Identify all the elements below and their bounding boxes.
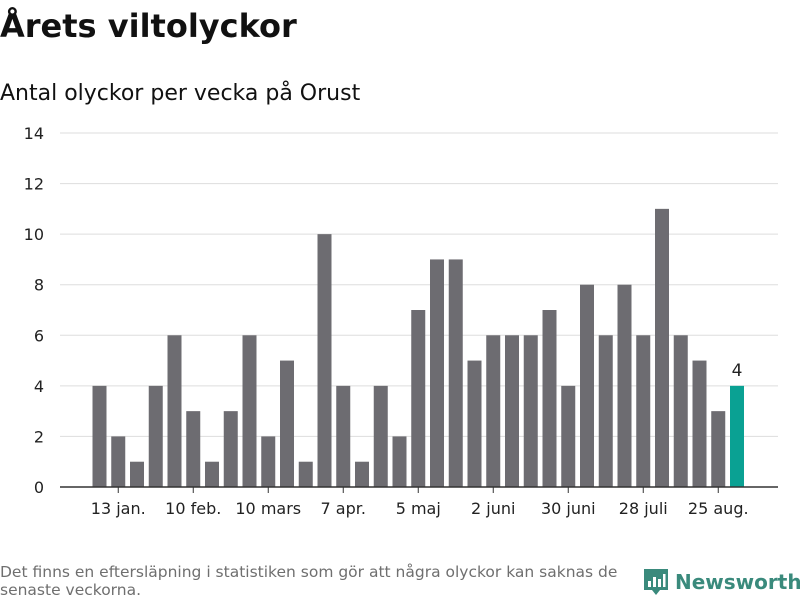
- x-tick-label: 7 apr.: [321, 499, 366, 518]
- bar: [355, 461, 369, 487]
- x-tick-label: 30 juni: [541, 499, 596, 518]
- bar: [317, 234, 332, 487]
- bar: [598, 335, 613, 487]
- highlighted-bar: [730, 385, 744, 487]
- bar: [167, 335, 182, 487]
- bar: [205, 461, 219, 487]
- bar: [655, 208, 669, 487]
- bar: [148, 385, 163, 487]
- brand-name: Newsworthy: [675, 570, 800, 594]
- newsworthy-logo-icon: [644, 569, 668, 595]
- y-tick-label: 4: [34, 377, 44, 396]
- bar: [617, 284, 632, 487]
- bar: [467, 360, 482, 487]
- bar: [242, 335, 257, 487]
- bar: [523, 335, 538, 487]
- bar: [298, 461, 313, 487]
- footnote: Det finns en eftersläpning i statistiken…: [0, 563, 618, 599]
- chart-title: Årets viltolyckor: [0, 7, 297, 45]
- y-tick-label: 8: [34, 276, 44, 295]
- bar: [505, 335, 519, 487]
- x-tick-label: 10 mars: [235, 499, 301, 518]
- bar: [411, 310, 426, 487]
- y-tick-label: 10: [24, 225, 44, 244]
- bar: [673, 335, 688, 487]
- bar: [261, 436, 276, 487]
- bar-chart: 0 2 4 6 8 10 12 14 4 13 jan. 10 feb. 10 mars 7 apr. 5…: [24, 124, 778, 518]
- bar: [280, 360, 294, 487]
- bar: [130, 461, 144, 487]
- bar: [92, 385, 107, 487]
- y-tick-label: 6: [34, 326, 44, 345]
- bar: [448, 259, 463, 487]
- bar: [223, 411, 238, 487]
- bar: [186, 411, 201, 487]
- bar: [430, 259, 444, 487]
- y-tick-label: 2: [34, 427, 44, 446]
- x-tick-label: 2 juni: [471, 499, 515, 518]
- y-tick-label: 14: [24, 124, 44, 143]
- bar: [561, 385, 576, 487]
- x-tick-label: 25 aug.: [688, 499, 749, 518]
- bar: [692, 360, 707, 487]
- bar: [711, 411, 726, 487]
- newsworthy-logo: Newsworthy: [643, 567, 800, 597]
- bar: [373, 385, 388, 487]
- x-tick-label: 10 feb.: [165, 499, 221, 518]
- bar: [392, 436, 407, 487]
- highlight-value-label: 4: [732, 361, 743, 381]
- chart-subtitle: Antal olyckor per vecka på Orust: [0, 81, 361, 106]
- x-tick-label: 5 maj: [396, 499, 441, 518]
- bar: [111, 436, 126, 487]
- y-tick-label: 0: [34, 478, 44, 497]
- x-tick-label: 28 juli: [619, 499, 668, 518]
- bar: [580, 284, 594, 487]
- bar: [486, 335, 501, 487]
- x-tick-label: 13 jan.: [91, 499, 146, 518]
- bar: [542, 310, 557, 487]
- bar: [636, 335, 651, 487]
- bar: [336, 385, 351, 487]
- y-tick-label: 12: [24, 175, 44, 194]
